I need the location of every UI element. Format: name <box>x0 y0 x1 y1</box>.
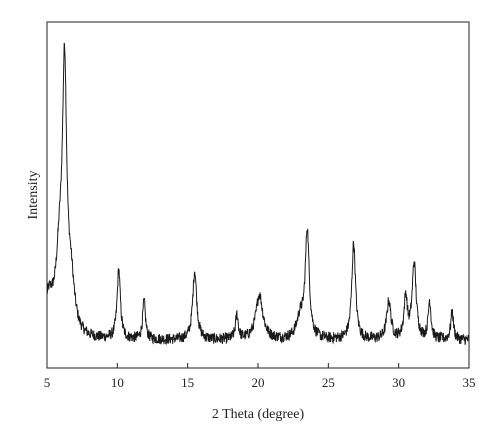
plot-frame <box>46 21 470 369</box>
x-tick-label-20: 20 <box>252 375 265 390</box>
x-tick-label-25: 25 <box>322 375 335 390</box>
x-axis-ticks <box>46 363 470 368</box>
x-tick-label-15: 15 <box>181 375 194 390</box>
diffraction-trace <box>46 42 470 346</box>
x-tick-label-5: 5 <box>44 375 51 390</box>
x-axis-tick-labels: 5 10 15 20 25 30 35 <box>44 375 476 390</box>
x-tick-label-30: 30 <box>392 375 405 390</box>
y-axis-title: Intensity <box>26 171 41 220</box>
x-axis-title: 2 Theta (degree) <box>212 407 305 422</box>
x-tick-label-10: 10 <box>111 375 124 390</box>
x-tick-label-35: 35 <box>463 375 476 390</box>
